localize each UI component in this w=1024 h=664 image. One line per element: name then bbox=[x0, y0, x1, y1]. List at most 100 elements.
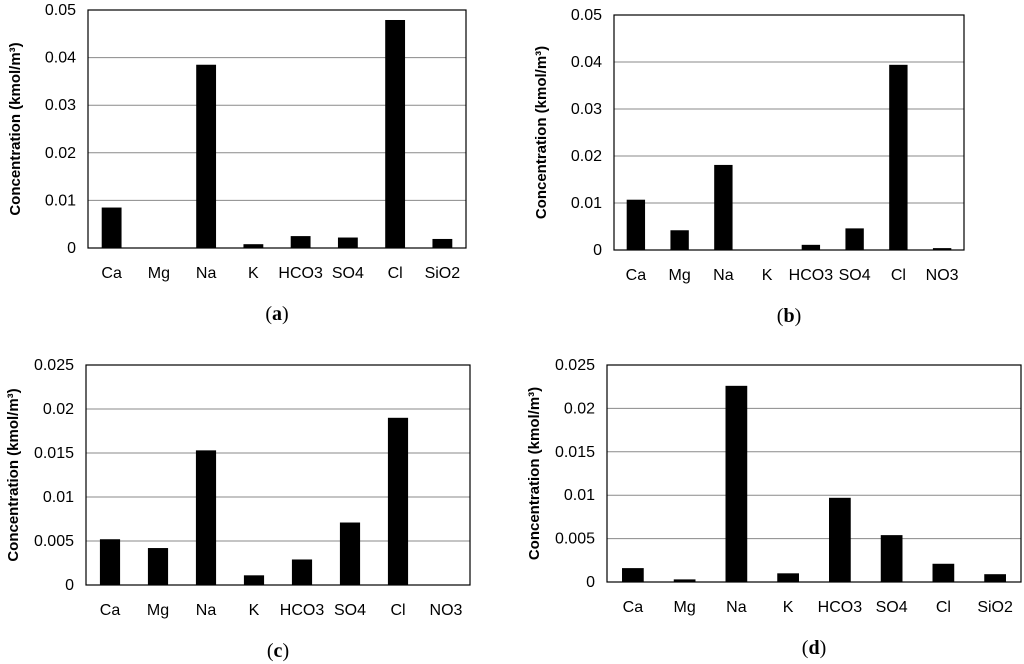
x-tick-label-c-6: Cl bbox=[390, 602, 405, 619]
x-tick-label-b-5: SO4 bbox=[839, 267, 871, 284]
bar-d-cl bbox=[932, 563, 955, 582]
x-tick-label-c-1: Mg bbox=[147, 602, 169, 619]
y-tick-label-c-2: 0.01 bbox=[43, 489, 74, 506]
chart-panel-b: 0 0.01 0.02 0.03 0.04 0.05 Ca Mg Na K HCO3 SO4 Cl NO3… bbox=[533, 7, 965, 327]
x-tick-label-b-2: Na bbox=[713, 267, 734, 284]
panel-caption-d: (d) bbox=[802, 637, 826, 659]
bar-d-so4 bbox=[880, 535, 903, 582]
bar-b-na bbox=[714, 164, 733, 250]
bar-b-hco3 bbox=[801, 244, 821, 250]
x-tick-label-d-1: Mg bbox=[674, 599, 696, 616]
bar-a-so4 bbox=[337, 237, 358, 248]
bar-c-hco3 bbox=[291, 559, 313, 585]
x-tick-label-d-2: Na bbox=[726, 599, 747, 616]
x-tick-label-b-7: NO3 bbox=[926, 267, 959, 284]
bar-d-mg bbox=[673, 579, 696, 582]
x-tick-label-a-2: Na bbox=[196, 265, 217, 282]
y-tick-label-a-3: 0.03 bbox=[45, 97, 76, 114]
bar-c-cl bbox=[387, 417, 409, 585]
panel-caption-a: (a) bbox=[265, 303, 288, 325]
y-tick-label-a-1: 0.01 bbox=[45, 192, 76, 209]
panel-caption-b: (b) bbox=[777, 305, 801, 327]
x-tick-label-d-4: HCO3 bbox=[818, 599, 863, 616]
y-tick-label-b-1: 0.01 bbox=[571, 195, 602, 212]
y-tick-label-c-4: 0.02 bbox=[43, 401, 74, 418]
bar-c-ca bbox=[99, 539, 121, 585]
bar-c-mg bbox=[147, 548, 169, 585]
y-tick-label-d-0: 0 bbox=[586, 574, 595, 591]
x-tick-label-a-5: SO4 bbox=[332, 265, 364, 282]
x-tick-label-a-6: Cl bbox=[388, 265, 403, 282]
y-axis-label-c: Concentration (kmol/m³) bbox=[5, 388, 22, 561]
chart-panel-c: 0 0.005 0.01 0.015 0.02 0.025 Ca Mg Na K HCO3 SO4 Cl… bbox=[5, 357, 471, 662]
bar-a-na bbox=[196, 64, 217, 249]
x-tick-label-c-4: HCO3 bbox=[280, 602, 325, 619]
x-tick-label-d-5: SO4 bbox=[876, 599, 908, 616]
x-tick-label-a-7: SiO2 bbox=[425, 265, 461, 282]
x-tick-label-a-0: Ca bbox=[101, 265, 122, 282]
bar-b-mg bbox=[670, 230, 689, 250]
plot-frame-b bbox=[613, 14, 965, 251]
y-axis-label-b: Concentration (kmol/m³) bbox=[533, 46, 550, 219]
y-tick-label-c-3: 0.015 bbox=[34, 445, 74, 462]
bar-d-na bbox=[725, 385, 748, 582]
bar-a-ca bbox=[101, 207, 122, 248]
plot-frame-d bbox=[606, 364, 1022, 583]
bar-a-cl bbox=[385, 19, 406, 248]
plot-frame-c bbox=[85, 364, 471, 586]
bar-b-cl bbox=[889, 64, 908, 250]
y-tick-label-a-2: 0.02 bbox=[45, 145, 76, 162]
y-tick-label-b-3: 0.03 bbox=[571, 101, 602, 118]
bar-a-sio2 bbox=[432, 238, 453, 248]
x-tick-label-d-0: Ca bbox=[623, 599, 644, 616]
bar-b-ca bbox=[626, 199, 646, 250]
y-axis-label-d: Concentration (kmol/m³) bbox=[526, 387, 543, 560]
y-tick-label-c-1: 0.005 bbox=[34, 533, 74, 550]
bar-c-so4 bbox=[339, 522, 361, 585]
x-tick-label-b-3: K bbox=[762, 267, 773, 284]
x-tick-label-a-1: Mg bbox=[148, 265, 170, 282]
y-tick-label-d-5: 0.025 bbox=[555, 357, 595, 374]
y-tick-label-d-1: 0.005 bbox=[555, 531, 595, 548]
bar-d-ca bbox=[622, 568, 644, 582]
bar-a-k bbox=[243, 244, 264, 248]
bar-d-k bbox=[777, 573, 799, 582]
y-tick-label-b-5: 0.05 bbox=[571, 7, 602, 24]
x-tick-label-a-3: K bbox=[248, 265, 259, 282]
x-tick-label-a-4: HCO3 bbox=[278, 265, 323, 282]
y-tick-label-d-2: 0.01 bbox=[564, 487, 595, 504]
bar-a-hco3 bbox=[290, 236, 311, 248]
y-tick-label-c-5: 0.025 bbox=[34, 357, 74, 374]
bar-b-no3 bbox=[932, 248, 952, 250]
x-tick-label-c-7: NO3 bbox=[430, 602, 463, 619]
y-tick-label-a-0: 0 bbox=[67, 240, 76, 257]
bar-b-so4 bbox=[845, 228, 864, 250]
x-tick-label-d-7: SiO2 bbox=[977, 599, 1013, 616]
x-tick-label-b-1: Mg bbox=[669, 267, 691, 284]
x-tick-label-b-0: Ca bbox=[626, 267, 647, 284]
chart-panel-a: 0 0.01 0.02 0.03 0.04 0.05 Ca Mg Na K HCO3 SO4 Cl SiO… bbox=[7, 2, 467, 325]
y-tick-label-c-0: 0 bbox=[65, 577, 74, 594]
x-tick-label-d-6: Cl bbox=[936, 599, 951, 616]
y-tick-label-a-5: 0.05 bbox=[45, 2, 76, 19]
y-tick-label-a-4: 0.04 bbox=[45, 50, 76, 67]
y-tick-label-d-3: 0.015 bbox=[555, 444, 595, 461]
y-axis-label-a: Concentration (kmol/m³) bbox=[7, 42, 24, 215]
y-tick-label-b-2: 0.02 bbox=[571, 148, 602, 165]
x-tick-label-c-5: SO4 bbox=[334, 602, 366, 619]
x-tick-label-b-4: HCO3 bbox=[789, 267, 834, 284]
panel-caption-c: (c) bbox=[267, 640, 289, 662]
x-tick-label-d-3: K bbox=[783, 599, 794, 616]
y-tick-label-b-4: 0.04 bbox=[571, 54, 602, 71]
plot-frame-a bbox=[87, 9, 467, 249]
bar-c-na bbox=[195, 450, 217, 585]
y-tick-label-d-4: 0.02 bbox=[564, 400, 595, 417]
y-tick-label-b-0: 0 bbox=[593, 242, 602, 259]
x-tick-label-c-2: Na bbox=[196, 602, 217, 619]
x-tick-label-c-0: Ca bbox=[100, 602, 121, 619]
x-tick-label-b-6: Cl bbox=[891, 267, 906, 284]
x-tick-label-c-3: K bbox=[249, 602, 260, 619]
bar-c-k bbox=[243, 575, 265, 585]
bar-d-sio2 bbox=[984, 574, 1006, 582]
